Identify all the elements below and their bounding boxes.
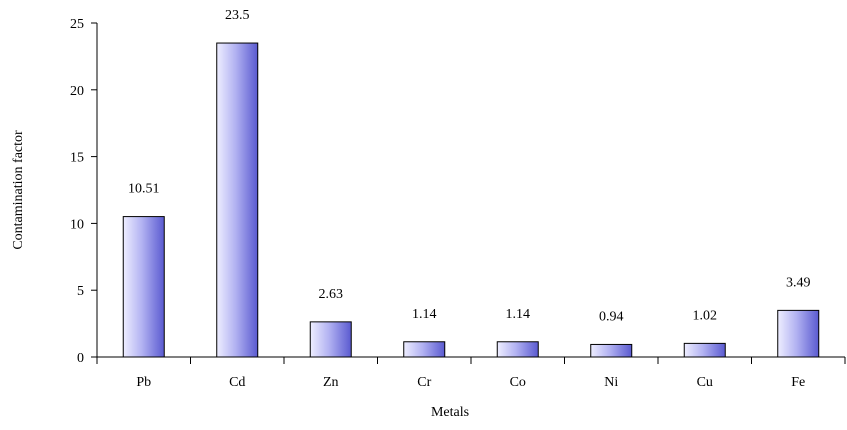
y-tick-label: 20: [70, 84, 84, 99]
y-tick-label: 0: [77, 351, 84, 366]
x-tick-label-zn: Zn: [323, 375, 339, 390]
bars: [122, 42, 820, 358]
data-label-ni: 0.94: [599, 309, 624, 324]
x-axis-title: Metals: [431, 405, 469, 420]
data-label-cd: 23.5: [225, 8, 250, 23]
bar-cu: [683, 342, 726, 358]
bar-pb: [122, 216, 165, 358]
data-label-pb: 10.51: [128, 182, 160, 197]
axes: 0 5 10 15 20 25: [70, 17, 846, 366]
y-tick-label: 5: [77, 284, 84, 299]
x-tick-label-pb: Pb: [136, 375, 151, 390]
data-label-fe: 3.49: [786, 275, 811, 290]
y-tick-label: 25: [70, 17, 84, 32]
bar-cd: [216, 42, 259, 358]
y-tick-label: 10: [70, 217, 84, 232]
y-tick-label: 15: [70, 151, 84, 166]
x-tick-label-cr: Cr: [417, 375, 431, 390]
bar-co: [496, 341, 539, 358]
data-label-zn: 2.63: [319, 287, 344, 302]
data-label-cr: 1.14: [412, 307, 437, 322]
data-label-co: 1.14: [506, 307, 531, 322]
bar-ni: [590, 343, 633, 358]
bar-cr: [403, 341, 446, 358]
x-tick-label-co: Co: [510, 375, 526, 390]
x-tick-label-fe: Fe: [791, 375, 805, 390]
x-tick-label-cd: Cd: [229, 375, 245, 390]
data-label-cu: 1.02: [693, 308, 718, 323]
labels: 10.51 Pb 23.5 Cd 2.63 Zn 1.14 Cr 1.14 Co 0.94 Ni 1.0…: [128, 8, 811, 390]
x-tick-label-ni: Ni: [604, 375, 618, 390]
x-tick-label-cu: Cu: [697, 375, 713, 390]
bar-zn: [309, 321, 352, 358]
bar-fe: [777, 309, 820, 358]
y-axis-title: Contamination factor: [11, 130, 26, 250]
